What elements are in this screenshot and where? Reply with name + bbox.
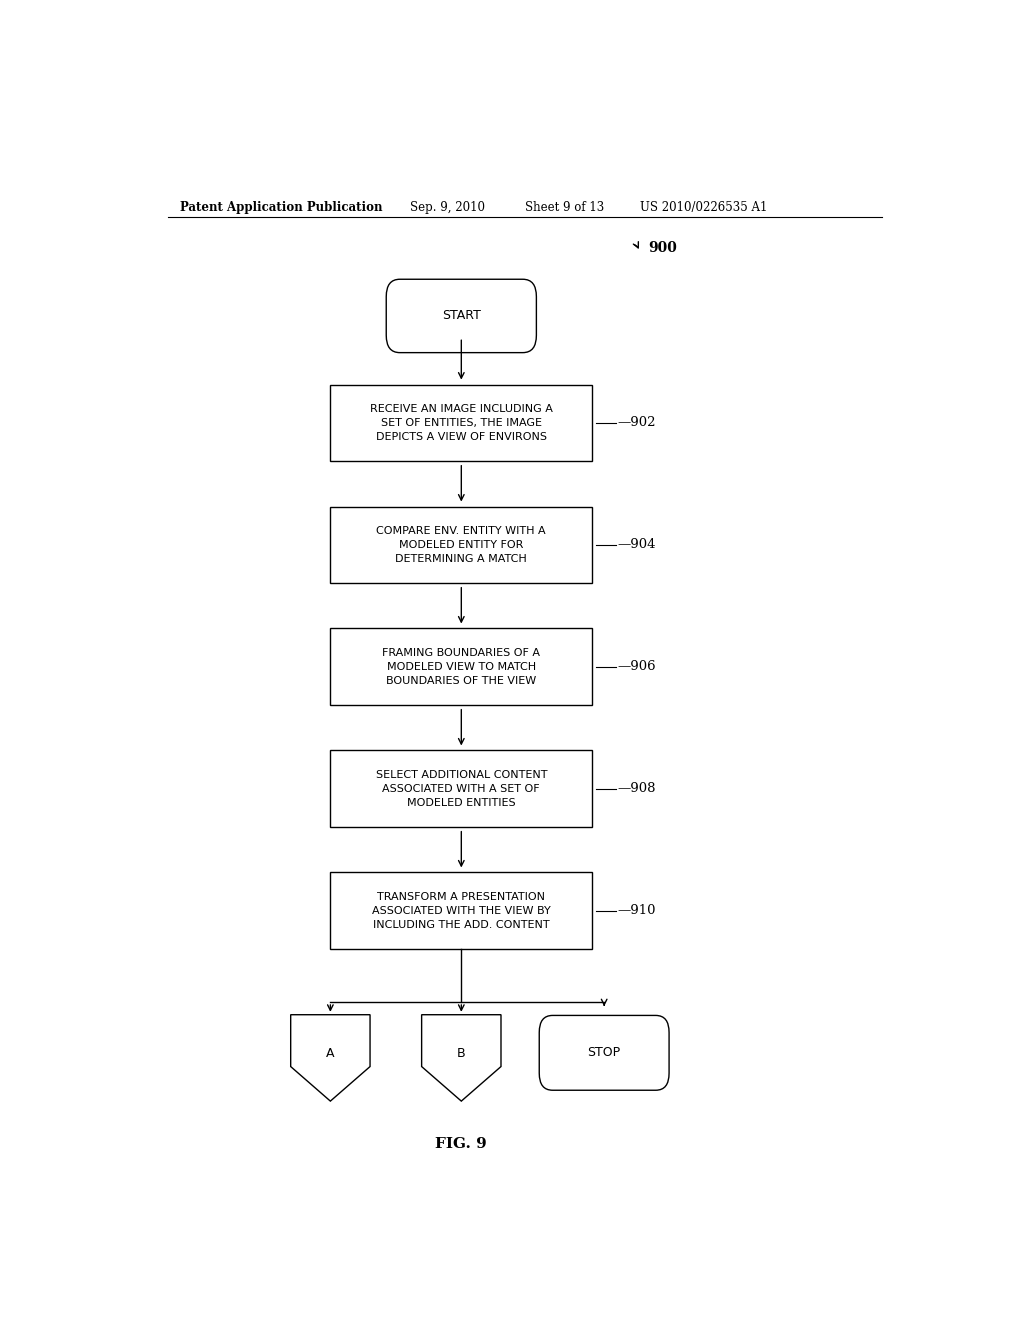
Text: SELECT ADDITIONAL CONTENT
ASSOCIATED WITH A SET OF
MODELED ENTITIES: SELECT ADDITIONAL CONTENT ASSOCIATED WIT… <box>376 770 547 808</box>
Text: —904: —904 <box>617 539 656 552</box>
Polygon shape <box>422 1015 501 1101</box>
Text: COMPARE ENV. ENTITY WITH A
MODELED ENTITY FOR
DETERMINING A MATCH: COMPARE ENV. ENTITY WITH A MODELED ENTIT… <box>377 525 546 564</box>
Text: B: B <box>457 1047 466 1060</box>
Text: TRANSFORM A PRESENTATION
ASSOCIATED WITH THE VIEW BY
INCLUDING THE ADD. CONTENT: TRANSFORM A PRESENTATION ASSOCIATED WITH… <box>372 891 551 929</box>
Text: Patent Application Publication: Patent Application Publication <box>179 201 382 214</box>
Text: RECEIVE AN IMAGE INCLUDING A
SET OF ENTITIES, THE IMAGE
DEPICTS A VIEW OF ENVIRO: RECEIVE AN IMAGE INCLUDING A SET OF ENTI… <box>370 404 553 442</box>
Text: —910: —910 <box>617 904 656 917</box>
Text: —902: —902 <box>617 416 656 429</box>
Polygon shape <box>291 1015 370 1101</box>
Text: Sheet 9 of 13: Sheet 9 of 13 <box>524 201 604 214</box>
Text: START: START <box>442 309 480 322</box>
Bar <box>331 507 592 582</box>
Bar <box>331 751 592 826</box>
Text: 900: 900 <box>648 240 677 255</box>
Text: FRAMING BOUNDARIES OF A
MODELED VIEW TO MATCH
BOUNDARIES OF THE VIEW: FRAMING BOUNDARIES OF A MODELED VIEW TO … <box>382 648 541 685</box>
Text: A: A <box>326 1047 335 1060</box>
Text: —906: —906 <box>617 660 656 673</box>
Text: STOP: STOP <box>588 1047 621 1060</box>
Bar <box>331 628 592 705</box>
Bar <box>331 873 592 949</box>
Text: FIG. 9: FIG. 9 <box>435 1138 487 1151</box>
FancyBboxPatch shape <box>540 1015 669 1090</box>
Text: —908: —908 <box>617 781 656 795</box>
Bar <box>331 384 592 461</box>
Text: Sep. 9, 2010: Sep. 9, 2010 <box>410 201 484 214</box>
FancyBboxPatch shape <box>386 280 537 352</box>
Text: US 2010/0226535 A1: US 2010/0226535 A1 <box>640 201 767 214</box>
